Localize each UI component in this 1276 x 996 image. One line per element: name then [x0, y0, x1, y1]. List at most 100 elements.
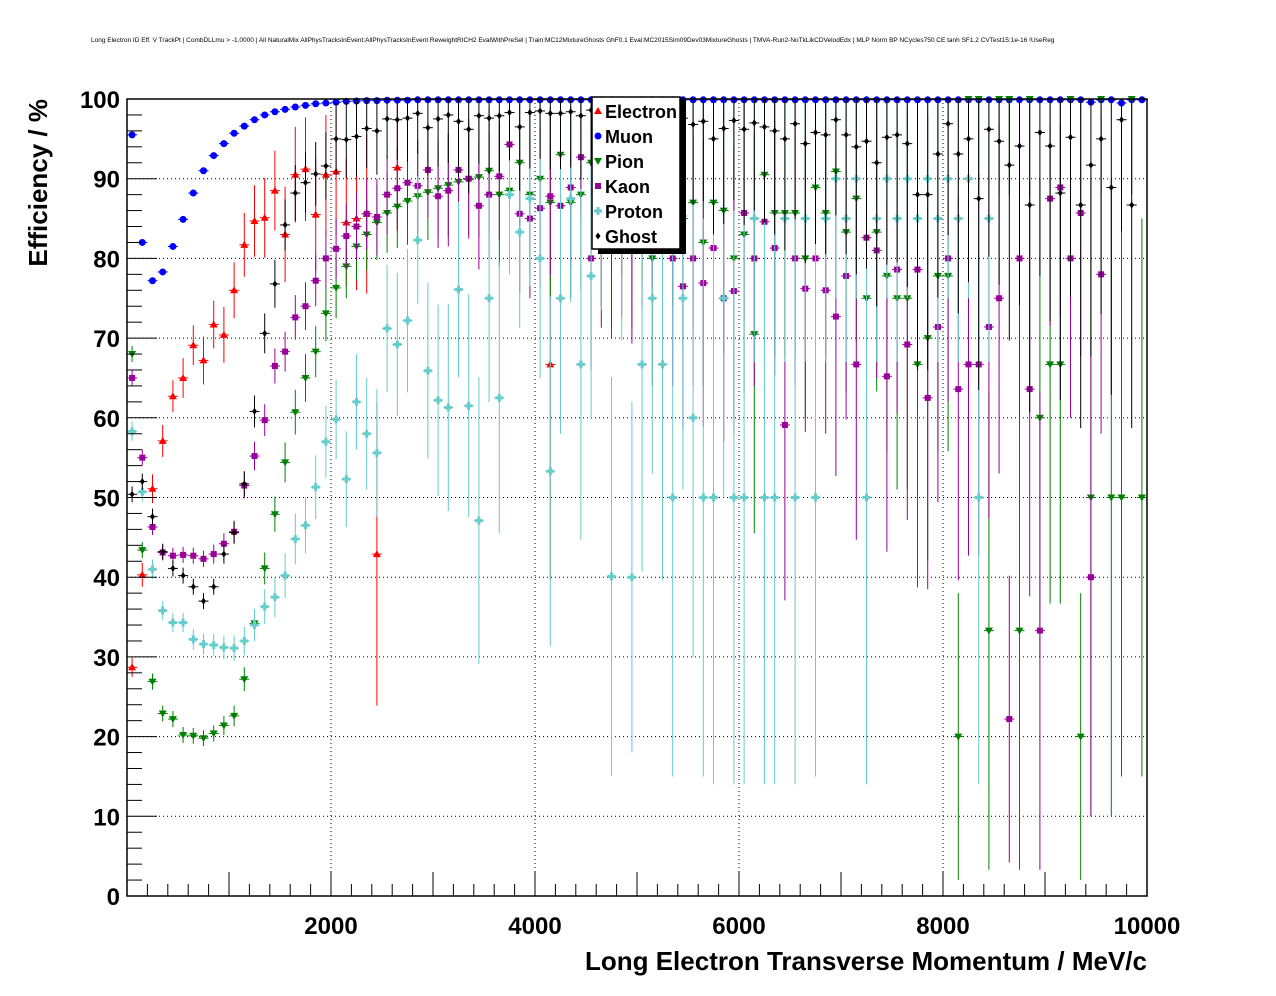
- data-point-kaon: [363, 210, 370, 217]
- data-point-electron: [158, 436, 167, 444]
- data-point-kaon: [394, 185, 401, 192]
- data-point-ghost: [904, 140, 910, 148]
- data-point-electron: [250, 216, 259, 224]
- data-point-ghost: [558, 109, 563, 117]
- data-point-ghost: [547, 109, 553, 117]
- data-point-electron: [209, 320, 218, 328]
- data-point-electron: [168, 392, 177, 400]
- data-point-proton: [791, 493, 800, 502]
- data-point-proton: [372, 448, 381, 457]
- data-point-ghost: [435, 115, 441, 123]
- data-point-ghost: [139, 478, 145, 486]
- data-point-electron: [219, 330, 228, 338]
- data-point-proton: [699, 493, 708, 502]
- data-point-ghost: [568, 108, 574, 116]
- data-point-ghost: [741, 125, 747, 133]
- y-tick-label: 50: [93, 486, 120, 513]
- legend-marker-ghost: [595, 232, 601, 240]
- data-point-ghost: [262, 329, 268, 337]
- data-point-ghost: [700, 117, 706, 125]
- data-point-kaon: [220, 540, 227, 547]
- x-tick-label: 2000: [304, 913, 357, 940]
- data-point-pion: [311, 348, 320, 356]
- legend-label-muon: Muon: [605, 127, 653, 147]
- data-point-muon: [251, 116, 258, 124]
- data-point-ghost: [507, 109, 512, 117]
- legend-label-electron: Electron: [605, 102, 677, 122]
- data-point-ghost: [323, 162, 329, 170]
- data-point-ghost: [762, 123, 767, 131]
- data-point-ghost: [272, 280, 278, 288]
- data-point-ghost: [925, 191, 931, 199]
- data-point-proton: [189, 635, 198, 644]
- data-point-proton: [740, 493, 749, 502]
- data-point-electron: [128, 663, 137, 671]
- y-tick-label: 60: [93, 406, 120, 433]
- data-point-kaon: [210, 551, 217, 558]
- data-point-proton: [301, 521, 310, 530]
- data-point-ghost: [1129, 201, 1135, 209]
- data-point-ghost: [201, 597, 206, 605]
- data-point-muon: [302, 101, 309, 109]
- data-point-proton: [383, 324, 392, 333]
- data-point-ghost: [802, 140, 808, 148]
- data-point-pion: [138, 547, 147, 555]
- data-point-ghost: [384, 115, 390, 123]
- legend-label-pion: Pion: [605, 152, 644, 172]
- data-point-muon: [230, 129, 238, 137]
- y-tick-label: 0: [107, 884, 120, 911]
- legend-marker-proton: [594, 207, 602, 215]
- data-point-ghost: [884, 133, 890, 141]
- data-point-muon: [210, 152, 218, 160]
- legend-marker-muon: [594, 132, 602, 140]
- legend-entries: Electron Muon Pion Kaon Proton Ghost: [594, 102, 677, 247]
- data-point-ghost: [721, 124, 727, 132]
- data-point-proton: [811, 493, 820, 502]
- data-point-ghost: [996, 137, 1002, 145]
- data-point-ghost: [1006, 161, 1012, 169]
- data-point-proton: [332, 415, 341, 424]
- data-point-pion: [168, 716, 177, 724]
- data-point-ghost: [415, 109, 421, 117]
- data-point-ghost: [394, 116, 400, 124]
- data-point-electron: [372, 550, 381, 558]
- data-point-proton: [566, 194, 575, 203]
- y-tick-label: 20: [93, 725, 120, 752]
- data-point-proton: [862, 493, 871, 502]
- data-point-proton: [709, 493, 718, 502]
- data-point-ghost: [313, 170, 319, 178]
- data-point-kaon: [781, 421, 788, 428]
- data-point-proton: [587, 271, 596, 280]
- data-point-ghost: [731, 117, 737, 125]
- data-point-ghost: [160, 548, 166, 556]
- data-point-electron: [199, 356, 208, 364]
- data-point-muon: [291, 103, 299, 111]
- data-point-ghost: [354, 132, 359, 140]
- data-point-pion: [1117, 494, 1126, 502]
- data-point-proton: [464, 401, 473, 410]
- data-point-muon: [312, 100, 320, 108]
- data-point-muon: [322, 99, 330, 107]
- data-point-pion: [179, 732, 188, 740]
- data-point-ghost: [150, 513, 155, 521]
- data-point-kaon: [271, 362, 278, 369]
- legend: Electron Muon Pion Kaon Proton Ghost: [591, 96, 686, 254]
- data-point-proton: [260, 602, 269, 611]
- data-point-kaon: [924, 394, 931, 401]
- data-point-ghost: [976, 195, 982, 203]
- data-point-ghost: [782, 135, 788, 143]
- data-point-ghost: [537, 107, 543, 115]
- data-point-proton: [607, 572, 616, 581]
- data-point-muon: [240, 122, 248, 130]
- data-point-ghost: [303, 179, 308, 187]
- data-point-ghost: [231, 529, 237, 537]
- data-point-proton: [729, 493, 738, 502]
- data-point-proton: [168, 618, 177, 627]
- data-point-ghost: [853, 143, 859, 151]
- data-point-pion: [1076, 733, 1085, 741]
- data-point-electron: [148, 484, 157, 492]
- data-point-kaon: [302, 303, 309, 310]
- data-point-pion: [984, 627, 993, 635]
- data-point-kaon: [1036, 627, 1043, 634]
